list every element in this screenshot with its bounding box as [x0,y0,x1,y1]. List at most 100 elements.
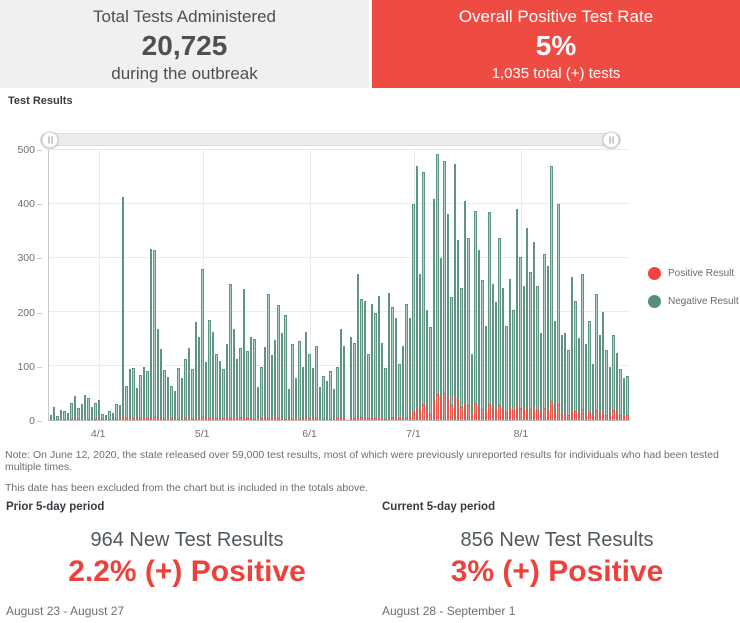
bar-day-99[interactable] [391,150,394,420]
bar-day-61[interactable] [260,150,263,420]
bar-day-13[interactable] [94,150,97,420]
bar-day-142[interactable] [539,150,543,420]
bar-day-37[interactable] [177,150,180,420]
bar-day-112[interactable] [436,150,439,420]
bar-day-71[interactable] [294,150,298,420]
bar-day-115[interactable] [446,150,450,420]
bar-day-100[interactable] [394,150,398,420]
bar-day-120[interactable] [463,150,467,420]
bar-day-158[interactable] [595,150,598,420]
bar-day-160[interactable] [602,150,605,420]
bar-day-45[interactable] [204,150,208,420]
bar-day-24[interactable] [132,150,135,420]
bar-day-103[interactable] [405,150,408,420]
bar-day-159[interactable] [598,150,601,420]
bar-day-144[interactable] [546,150,550,420]
bar-day-162[interactable] [608,150,612,420]
bar-day-96[interactable] [381,150,384,420]
bar-day-64[interactable] [270,150,273,420]
bar-day-4[interactable] [63,150,66,420]
bar-day-5[interactable] [66,150,70,420]
bar-day-116[interactable] [450,150,453,420]
bar-day-147[interactable] [557,150,560,420]
bar-day-57[interactable] [246,150,249,420]
bar-day-62[interactable] [263,150,267,420]
bar-day-80[interactable] [325,150,329,420]
bar-day-143[interactable] [543,150,546,420]
bar-day-52[interactable] [229,150,232,420]
bar-day-39[interactable] [184,150,187,420]
bar-day-109[interactable] [425,150,429,420]
bar-day-136[interactable] [519,150,522,420]
bar-day-167[interactable] [626,150,629,420]
bar-day-54[interactable] [235,150,239,420]
bar-day-88[interactable] [353,150,356,420]
bar-day-51[interactable] [225,150,229,420]
bar-day-43[interactable] [197,150,201,420]
bar-day-119[interactable] [460,150,463,420]
bar-day-74[interactable] [305,150,308,420]
bar-day-113[interactable] [439,150,443,420]
bar-day-90[interactable] [360,150,363,420]
slider-handle-end[interactable] [602,131,620,148]
bar-day-149[interactable] [564,150,567,420]
bar-day-23[interactable] [128,150,132,420]
bar-day-128[interactable] [491,150,494,420]
bar-day-8[interactable] [77,150,80,420]
bar-day-89[interactable] [356,150,360,420]
bar-day-154[interactable] [581,150,584,420]
bar-day-124[interactable] [477,150,481,420]
bar-day-53[interactable] [232,150,235,420]
bar-day-122[interactable] [470,150,474,420]
bar-day-21[interactable] [122,150,125,420]
bar-day-47[interactable] [211,150,215,420]
bar-day-108[interactable] [422,150,425,420]
bar-day-140[interactable] [532,150,536,420]
bar-day-48[interactable] [215,150,218,420]
bar-day-131[interactable] [501,150,505,420]
bar-day-127[interactable] [488,150,491,420]
bar-day-22[interactable] [125,150,128,420]
legend-item-positive[interactable]: Positive Result [648,267,739,280]
bar-day-50[interactable] [222,150,225,420]
bar-day-165[interactable] [619,150,622,420]
bar-day-25[interactable] [135,150,139,420]
bar-day-148[interactable] [560,150,564,420]
bar-day-55[interactable] [239,150,242,420]
bar-day-79[interactable] [322,150,325,420]
bar-day-14[interactable] [97,150,101,420]
bar-day-32[interactable] [160,150,163,420]
bar-day-139[interactable] [529,150,532,420]
bar-day-150[interactable] [567,150,570,420]
bar-day-129[interactable] [494,150,498,420]
bar-day-95[interactable] [377,150,380,420]
bar-day-161[interactable] [605,150,608,420]
bar-day-63[interactable] [267,150,270,420]
bar-day-31[interactable] [156,150,159,420]
bar-day-38[interactable] [180,150,184,420]
bar-day-33[interactable] [163,150,166,420]
bar-day-153[interactable] [577,150,581,420]
bar-day-135[interactable] [515,150,519,420]
time-range-slider[interactable] [40,131,621,148]
bar-day-20[interactable] [118,150,122,420]
bar-day-17[interactable] [108,150,111,420]
bar-day-30[interactable] [153,150,156,420]
bar-day-49[interactable] [218,150,222,420]
bar-day-66[interactable] [277,150,280,420]
bar-day-0[interactable] [49,150,52,420]
bar-day-163[interactable] [612,150,615,420]
bar-day-58[interactable] [249,150,253,420]
bar-day-41[interactable] [191,150,194,420]
bar-day-134[interactable] [512,150,515,420]
bar-day-7[interactable] [73,150,77,420]
bar-day-29[interactable] [149,150,153,420]
bar-day-35[interactable] [170,150,173,420]
bar-day-36[interactable] [173,150,177,420]
bar-day-156[interactable] [588,150,591,420]
bar-day-125[interactable] [481,150,484,420]
bar-day-83[interactable] [336,150,339,420]
bar-day-81[interactable] [329,150,332,420]
bar-day-126[interactable] [484,150,488,420]
bar-day-65[interactable] [273,150,277,420]
